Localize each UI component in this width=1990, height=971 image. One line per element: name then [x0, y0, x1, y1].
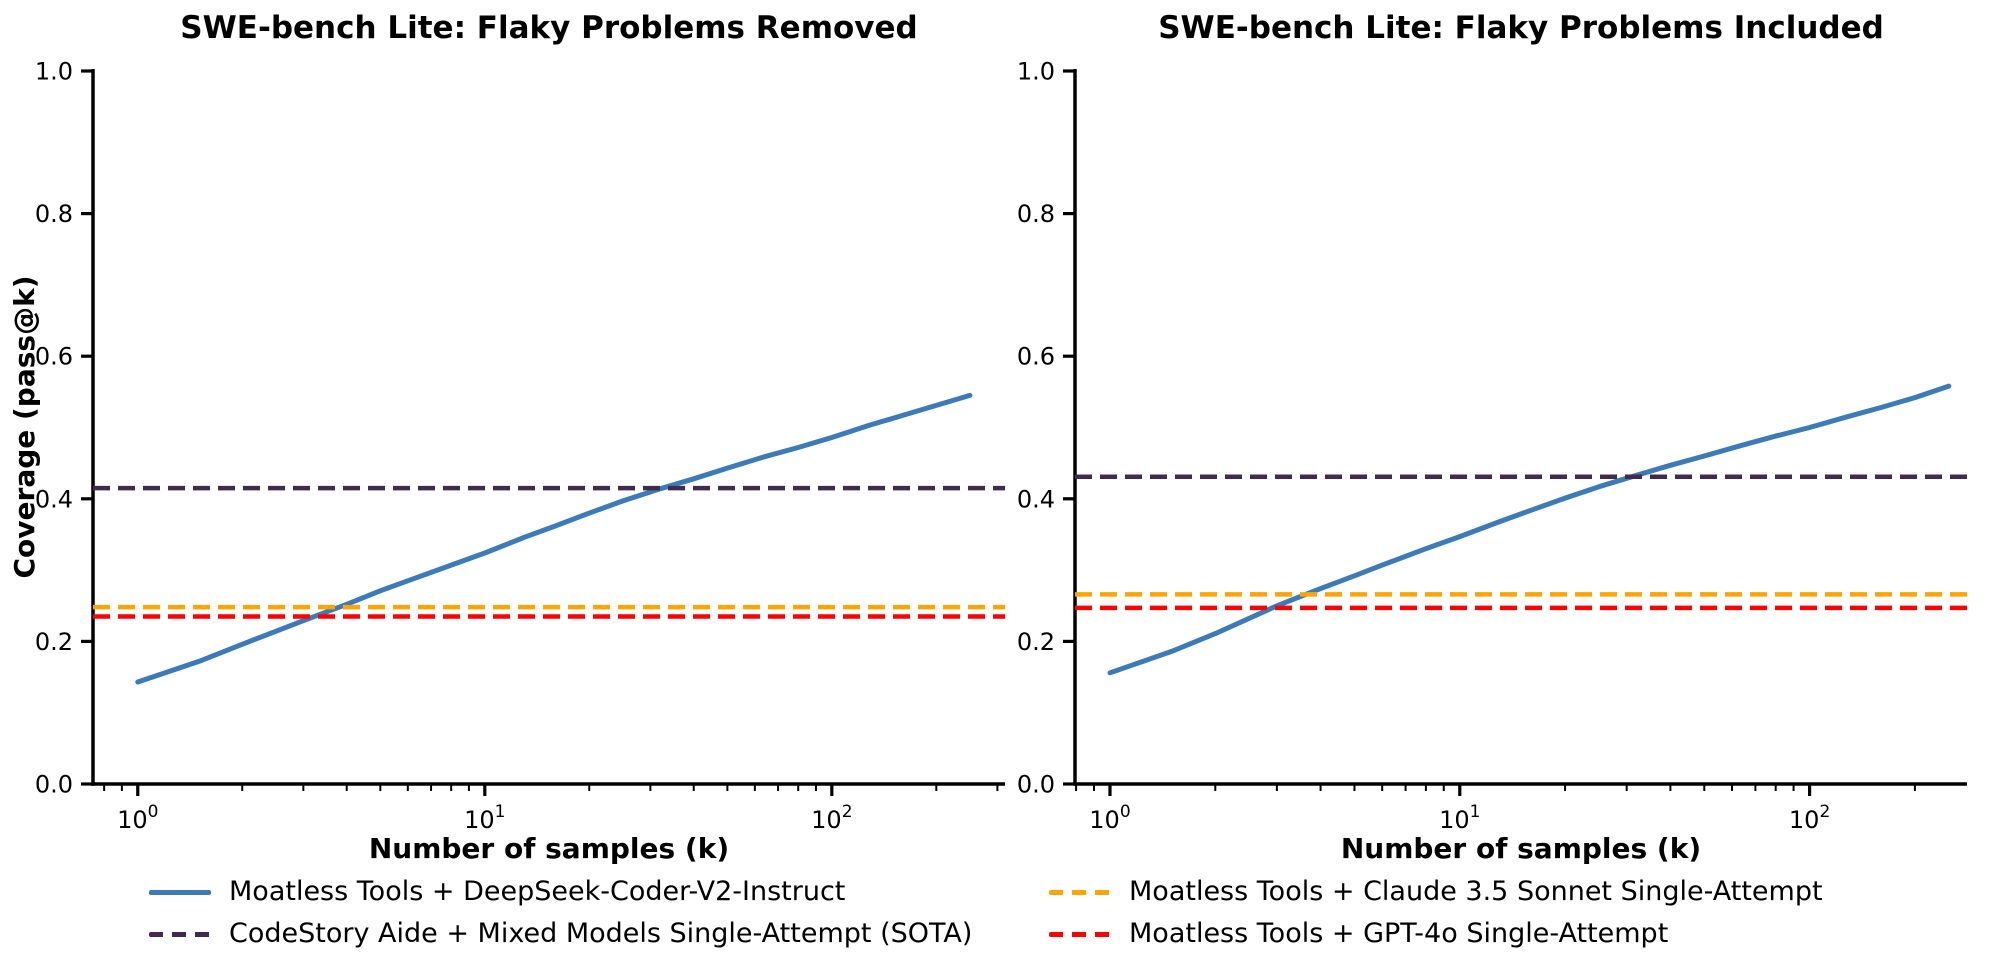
x-tick-label: 102 [811, 802, 852, 834]
y-axis-label-left: Coverage (pass@k) [8, 275, 41, 579]
legend-swatch-blue-solid-line [149, 889, 211, 895]
y-tick-label: 0.2 [1017, 628, 1055, 656]
x-tick-label: 102 [1789, 802, 1830, 834]
y-tick-label: 0.6 [1017, 343, 1055, 371]
x-axis-label-left: Number of samples (k) [368, 832, 730, 865]
x-tick-label: 100 [117, 802, 158, 834]
chart-title-left: SWE-bench Lite: Flaky Problems Removed [180, 10, 918, 46]
y-tick-label: 1.0 [35, 58, 73, 86]
y-tick-label: 0.4 [1017, 485, 1055, 513]
x-tick-label: 100 [1089, 802, 1130, 834]
series-curve-blue [135, 392, 973, 685]
chart-right: 0.0 0.2 0.4 0.6 0.8 1.0 100 101 102 [1017, 58, 1967, 834]
legend-item-deepseek: Moatless Tools + DeepSeek-Coder-V2-Instr… [149, 871, 845, 913]
y-tick-label: 0.4 [35, 485, 73, 513]
y-tick-label: 0.0 [1017, 771, 1055, 799]
legend-item-codestory-sota: CodeStory Aide + Mixed Models Single-Att… [149, 913, 972, 955]
legend-item-gpt4o: Moatless Tools + GPT-4o Single-Attempt [1049, 913, 1668, 955]
y-tick-label: 0.8 [35, 200, 73, 228]
y-tick-label: 0.0 [35, 771, 73, 799]
legend-label: Moatless Tools + DeepSeek-Coder-V2-Instr… [229, 876, 846, 907]
x-tick-label: 101 [464, 802, 505, 834]
x-tick-label: 101 [1439, 802, 1480, 834]
legend-label: Moatless Tools + Claude 3.5 Sonnet Singl… [1129, 876, 1823, 907]
legend-label: CodeStory Aide + Mixed Models Single-Att… [229, 918, 973, 949]
legend-label: Moatless Tools + GPT-4o Single-Attempt [1129, 918, 1669, 949]
legend-swatch-purple-dashed-line [149, 931, 211, 937]
y-tick-label: 0.8 [1017, 200, 1055, 228]
y-tick-label: 0.6 [35, 343, 73, 371]
y-tick-label: 1.0 [1017, 58, 1055, 86]
chart-left: 0.0 0.2 0.4 0.6 0.8 1.0 100 101 102 [35, 58, 1005, 834]
legend-swatch-red-dashed-line [1049, 931, 1111, 937]
legend-item-claude-sonnet: Moatless Tools + Claude 3.5 Sonnet Singl… [1049, 871, 1823, 913]
series-curve-blue [1107, 383, 1952, 676]
x-axis-label-right: Number of samples (k) [1340, 832, 1702, 865]
chart-title-right: SWE-bench Lite: Flaky Problems Included [1158, 10, 1884, 46]
y-tick-label: 0.2 [35, 628, 73, 656]
legend-swatch-orange-dashed-line [1049, 889, 1111, 895]
